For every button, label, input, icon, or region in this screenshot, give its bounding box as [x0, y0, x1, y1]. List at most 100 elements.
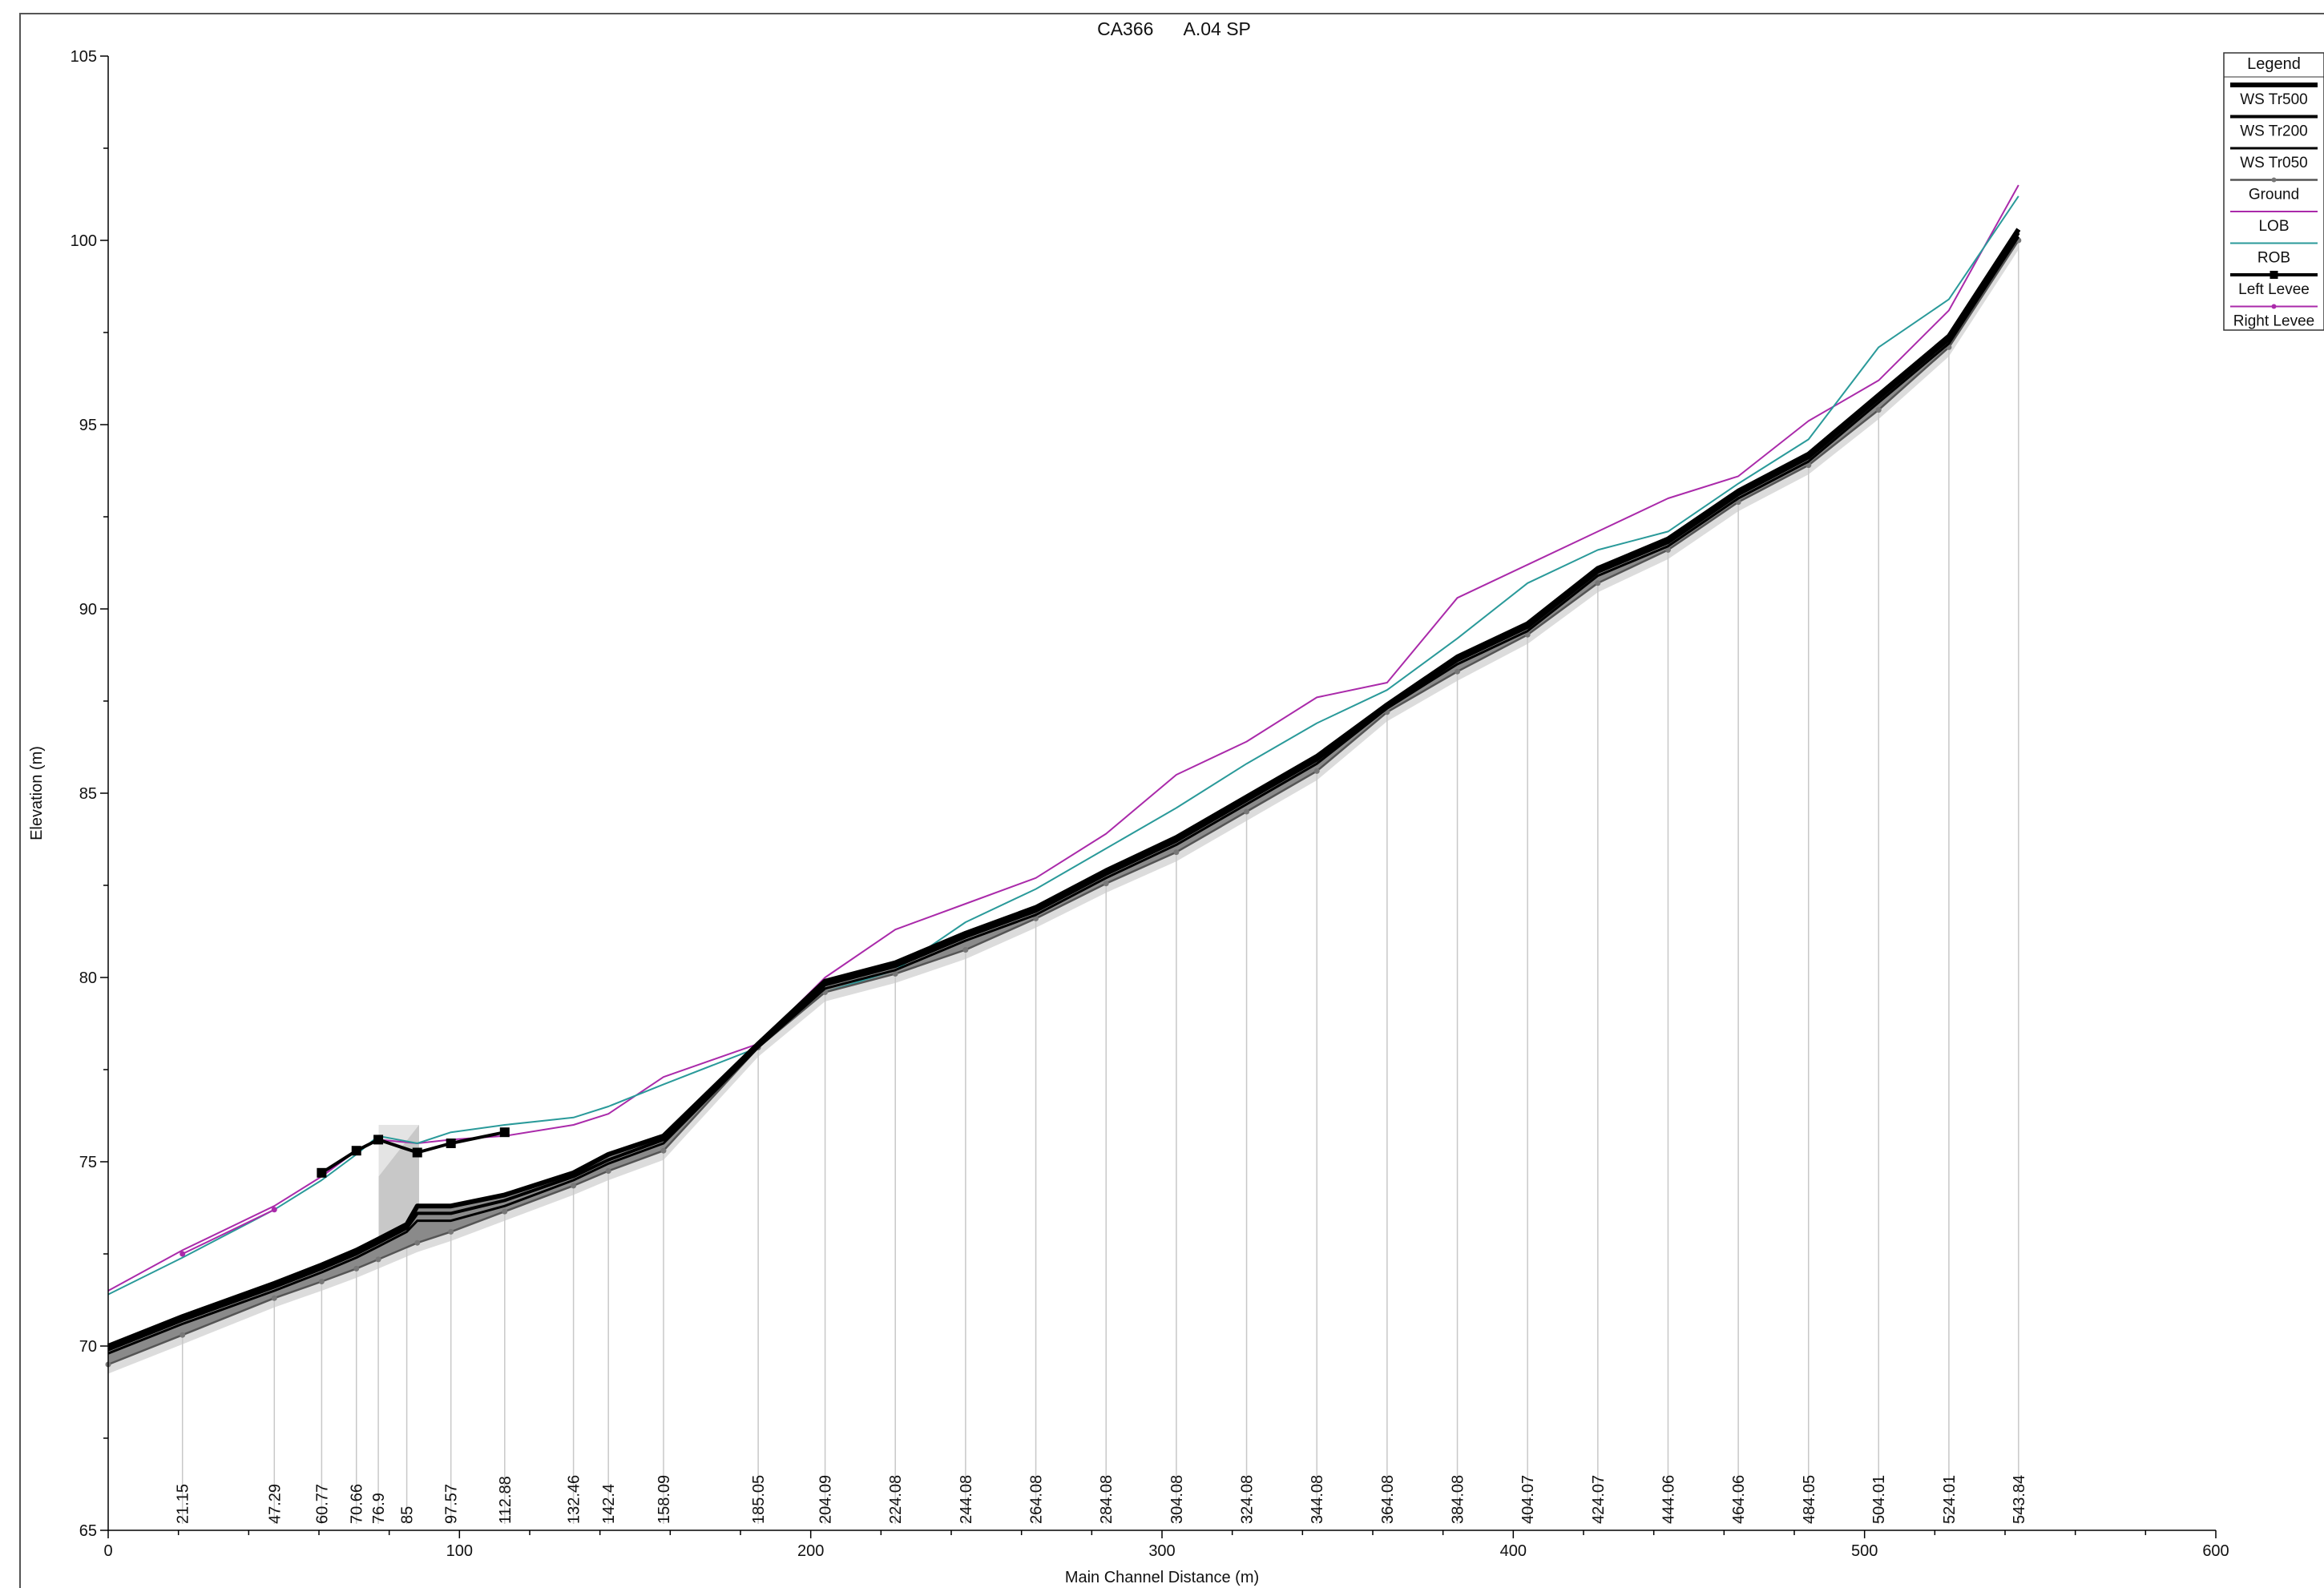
station-label: 158.09 [656, 1475, 673, 1524]
station-label: 504.01 [1870, 1475, 1888, 1524]
x-tick-label: 300 [1148, 1542, 1175, 1560]
legend-label: WS Tr050 [2240, 155, 2307, 171]
y-axis-label: Elevation (m) [28, 746, 46, 840]
series-marker [180, 1332, 186, 1338]
series-marker [605, 1168, 611, 1174]
station-label: 424.07 [1590, 1475, 1608, 1524]
station-label: 444.06 [1660, 1475, 1677, 1524]
series-line [107, 228, 2021, 1348]
series-marker [180, 1251, 186, 1257]
series-marker [1244, 808, 1250, 815]
station-label: 60.77 [313, 1484, 331, 1524]
series-marker [1595, 580, 1601, 586]
station-label: 142.4 [600, 1484, 618, 1524]
series-marker [317, 1167, 327, 1178]
legend-box [2223, 52, 2324, 331]
series-marker [351, 1146, 361, 1156]
structure-shade [378, 1125, 419, 1243]
series-marker [1664, 546, 1671, 553]
y-tick-label: 90 [79, 601, 97, 619]
series-marker [1313, 768, 1320, 774]
station-label: 384.08 [1450, 1475, 1467, 1524]
legend-label: WS Tr500 [2240, 91, 2307, 108]
series-marker [962, 947, 969, 953]
legend-marker [2271, 304, 2277, 309]
series-marker [373, 1135, 384, 1145]
series-marker [1173, 849, 1180, 856]
station-label: 47.29 [266, 1484, 284, 1524]
series-marker [271, 1207, 277, 1213]
legend-label: Ground [2249, 187, 2299, 204]
series-line [107, 236, 2020, 1355]
legend-label: Right Levee [2233, 313, 2314, 330]
station-label: 524.01 [1941, 1475, 1959, 1524]
station-label: 185.05 [750, 1475, 768, 1524]
station-label: 304.08 [1168, 1475, 1186, 1524]
station-label: 76.9 [370, 1493, 388, 1524]
y-tick-label: 75 [79, 1154, 97, 1171]
series-marker [353, 1265, 360, 1272]
station-label: 244.08 [958, 1475, 975, 1524]
series-marker [318, 1279, 325, 1284]
station-label: 264.08 [1028, 1475, 1046, 1524]
station-label: 85 [399, 1506, 417, 1524]
x-axis-label: Main Channel Distance (m) [1065, 1569, 1259, 1586]
series-marker [1806, 462, 1812, 469]
y-tick-label: 70 [79, 1338, 97, 1356]
y-tick-label: 65 [79, 1522, 97, 1540]
series-marker [1033, 915, 1039, 921]
chart-title: CA366 A.04 SP [1097, 18, 1251, 39]
series-marker [1103, 881, 1109, 887]
series-line [107, 232, 2020, 1352]
station-label: 112.88 [497, 1476, 514, 1524]
x-tick-label: 0 [103, 1542, 112, 1560]
legend-marker [2271, 177, 2277, 183]
series-marker [375, 1256, 381, 1263]
x-tick-label: 500 [1851, 1542, 1878, 1560]
series-marker [412, 1147, 422, 1158]
series-marker [414, 1239, 421, 1246]
chart-frame [19, 13, 2324, 1588]
station-label: 484.05 [1801, 1475, 1818, 1524]
x-tick-label: 100 [446, 1542, 473, 1560]
station-label: 132.46 [566, 1475, 583, 1524]
series-marker [1875, 407, 1882, 413]
y-tick-label: 105 [71, 48, 97, 66]
series-marker [448, 1228, 454, 1235]
station-label: 344.08 [1309, 1475, 1326, 1524]
x-tick-label: 200 [797, 1542, 824, 1560]
series-marker [271, 1295, 277, 1301]
station-label: 464.06 [1730, 1475, 1748, 1524]
series-marker [571, 1183, 577, 1189]
series-marker [892, 970, 898, 977]
legend: Legend WS Tr500 WS Tr200 WS Tr050 Ground LOB R… [2223, 52, 2324, 331]
series-marker [660, 1147, 667, 1154]
station-label: 204.09 [817, 1475, 835, 1524]
legend-label: LOB [2258, 218, 2289, 235]
series-line [182, 1208, 275, 1255]
station-label: 543.84 [2011, 1475, 2028, 1524]
legend-marker [2270, 271, 2278, 279]
station-label: 21.15 [175, 1484, 192, 1524]
station-label: 284.08 [1098, 1475, 1116, 1524]
y-tick-label: 100 [71, 232, 97, 250]
station-label: 97.57 [443, 1484, 461, 1524]
structure-layer [108, 229, 2019, 1374]
series-marker [1524, 631, 1531, 638]
y-tick-label: 85 [79, 785, 97, 803]
series-marker [1455, 668, 1461, 675]
station-label: 224.08 [887, 1475, 905, 1524]
station-label: 404.07 [1519, 1475, 1537, 1524]
series-line [321, 1131, 506, 1175]
legend-label: ROB [2257, 250, 2290, 267]
station-label: 70.66 [349, 1484, 366, 1524]
x-tick-label: 600 [2202, 1542, 2229, 1560]
series-marker [446, 1139, 456, 1148]
y-tick-label: 95 [79, 417, 97, 434]
legend-title: Legend [2247, 55, 2301, 73]
x-tick-label: 400 [1500, 1542, 1527, 1560]
legend-label: WS Tr200 [2240, 123, 2307, 140]
stations-layer: 21.15 47.29 60.77 70.66 76.9 85 97.57 112.88 132… [175, 240, 2028, 1524]
y-tick-label: 80 [79, 969, 97, 987]
